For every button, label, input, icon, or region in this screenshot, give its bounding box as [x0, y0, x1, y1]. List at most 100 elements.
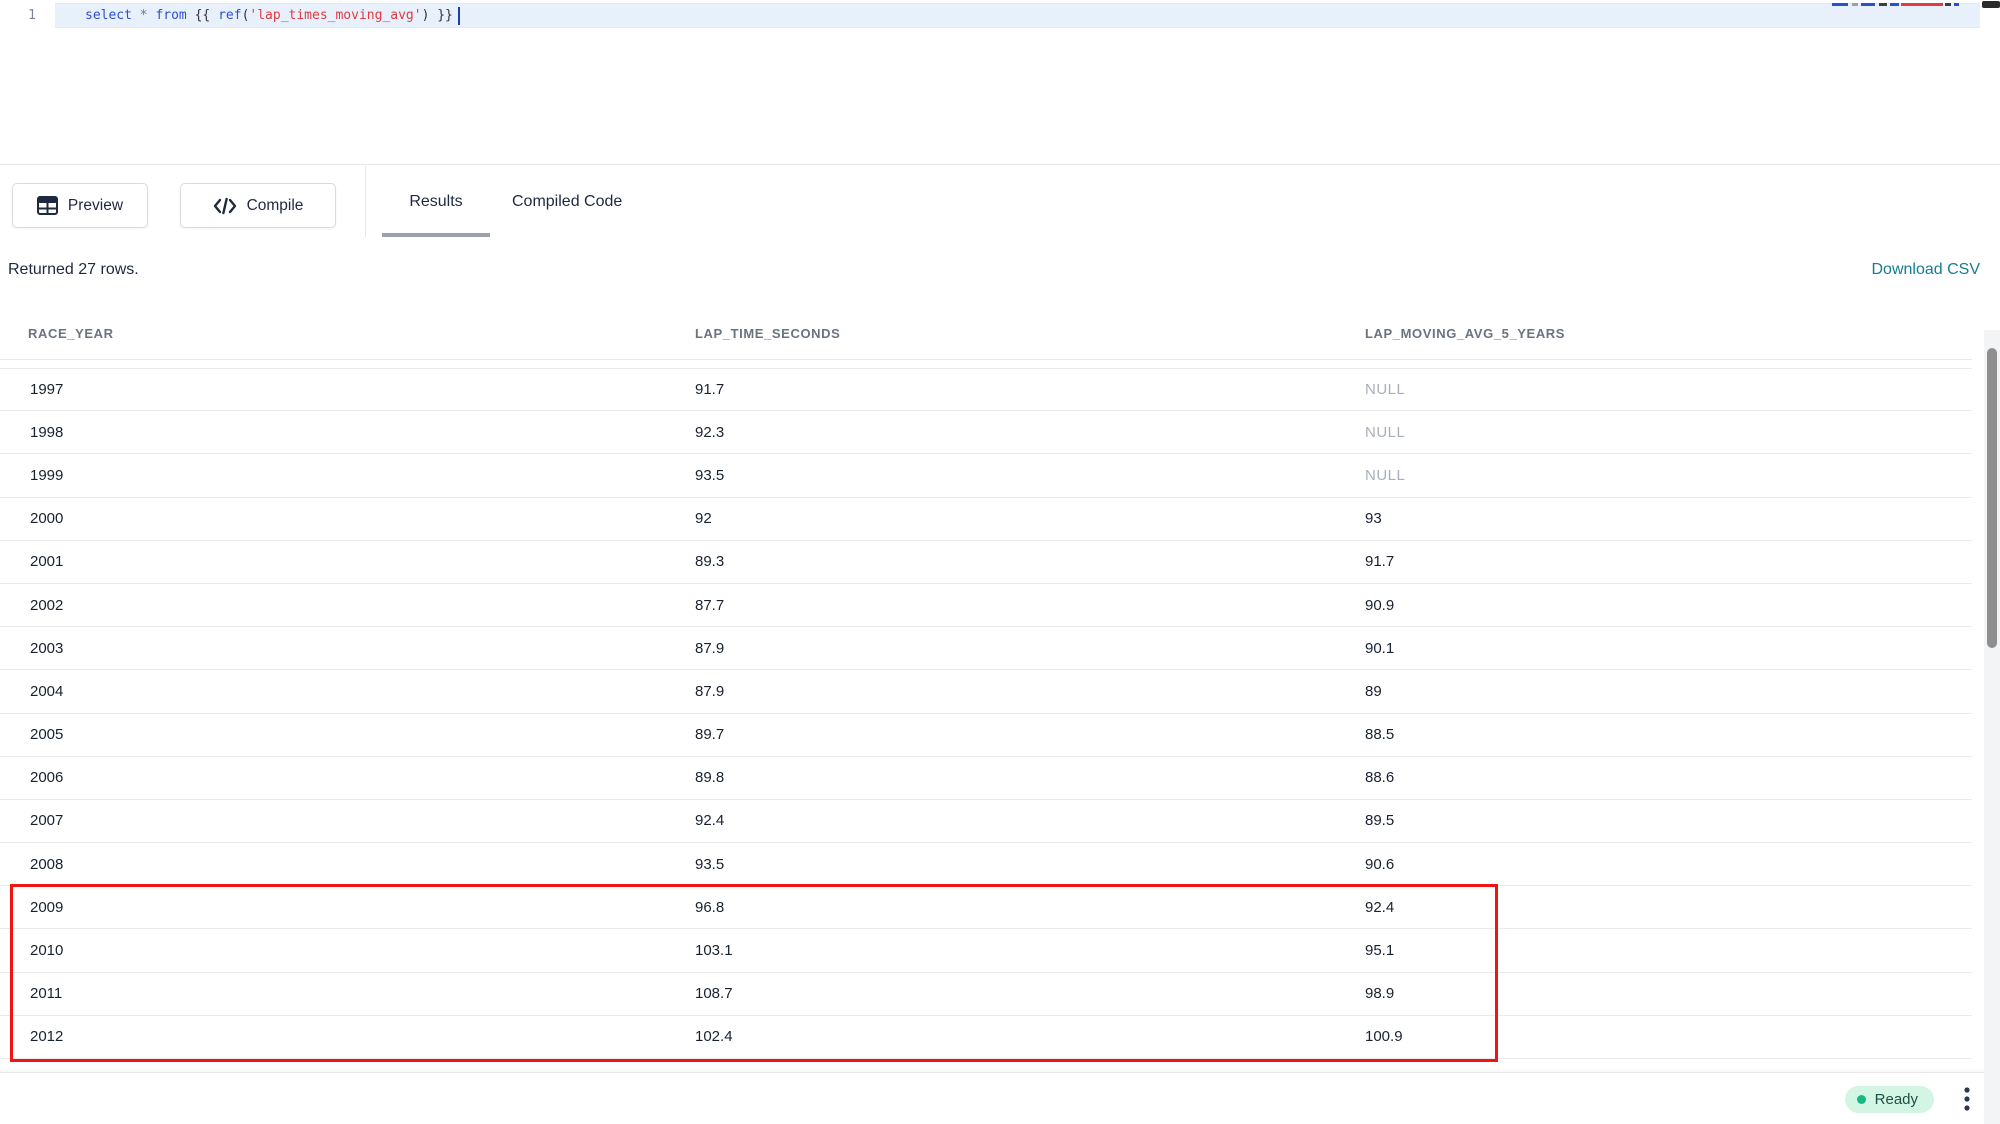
table-cell: 91.7 [1365, 553, 1395, 571]
ready-status-badge: Ready [1844, 1086, 1934, 1113]
column-header-lap-moving-avg-5-years[interactable]: LAP_MOVING_AVG_5_YEARS [1365, 326, 1566, 341]
table-cell: 103.1 [695, 942, 733, 960]
table-cell: 2011 [30, 985, 63, 1003]
column-header-lap-time-seconds[interactable]: LAP_TIME_SECONDS [695, 326, 841, 341]
editor-scrollbar-thumb[interactable] [1982, 1, 2000, 8]
table-cell: 108.7 [695, 985, 733, 1003]
table-cell: 2001 [30, 553, 64, 571]
table-cell: 2003 [30, 639, 64, 657]
table-cell: 100.9 [1365, 1028, 1403, 1046]
table-cell: 2010 [30, 942, 64, 960]
table-cell: 96.8 [695, 898, 725, 916]
table-row[interactable]: 2004 87.9 89 [0, 670, 1972, 714]
editor-line-number: 1 [28, 8, 36, 23]
table-cell: 1999 [30, 466, 64, 484]
table-cell: 93 [1365, 510, 1382, 528]
table-cell: 98.9 [1365, 985, 1395, 1003]
table-row[interactable]: 2000 92 93 [0, 498, 1972, 541]
table-cell: 92.4 [1365, 898, 1395, 916]
table-cell: NULL [1365, 466, 1406, 484]
results-table: RACE_YEAR LAP_TIME_SECONDS LAP_MOVING_AV… [0, 320, 1972, 1072]
table-cell: 91.7 [695, 381, 725, 399]
table-cell: 93.5 [695, 466, 725, 484]
editor-cursor [457, 6, 460, 25]
table-row[interactable]: 2005 89.7 88.5 [0, 714, 1972, 757]
table-cell: 87.9 [695, 639, 725, 657]
table-cell: 95.1 [1365, 942, 1395, 960]
table-row[interactable]: 1998 92.3 NULL [0, 411, 1972, 455]
table-row[interactable]: 1999 93.5 NULL [0, 454, 1972, 498]
table-row[interactable]: 2006 89.8 88.6 [0, 757, 1972, 800]
table-cell: 2009 [30, 898, 64, 916]
code-icon [213, 197, 236, 214]
tab-results-label: Results [409, 192, 463, 210]
table-cell: 88.5 [1365, 726, 1395, 744]
compile-button-label: Compile [246, 196, 304, 214]
column-header-race-year[interactable]: RACE_YEAR [28, 326, 114, 341]
table-row[interactable]: 2010 103.1 95.1 [0, 929, 1972, 973]
toolbar-divider [365, 166, 366, 237]
table-cell: 89 [1365, 682, 1382, 700]
row-count-status: Returned 27 rows. [8, 261, 139, 278]
tab-compiled-code[interactable]: Compiled Code [512, 166, 622, 237]
results-scrollbar-thumb[interactable] [1987, 348, 1997, 648]
status-bar: Ready [0, 1072, 2000, 1124]
preview-button[interactable]: Preview [12, 183, 148, 228]
editor-active-line-highlight [55, 3, 1980, 28]
preview-button-label: Preview [67, 196, 124, 214]
table-cell: 88.6 [1365, 769, 1395, 787]
table-cell: 2004 [30, 682, 64, 700]
results-scrollbar-track[interactable] [1984, 330, 2000, 1124]
kebab-menu-icon[interactable] [1956, 1085, 1978, 1113]
toolbar: Preview Compile Results Compiled Code [0, 166, 2000, 237]
table-row[interactable]: 2007 92.4 89.5 [0, 800, 1972, 844]
ready-status-label: Ready [1874, 1091, 1918, 1108]
table-cell: 2000 [30, 510, 64, 528]
tab-results[interactable]: Results [382, 166, 490, 237]
table-cell: 2012 [30, 1028, 64, 1046]
table-cell: 102.4 [695, 1028, 733, 1046]
table-cell: 93.5 [695, 855, 725, 873]
sql-editor[interactable]: 1 select * from {{ ref('lap_times_moving… [0, 0, 2000, 165]
table-row[interactable]: 2002 87.7 90.9 [0, 584, 1972, 628]
results-header: Returned 27 rows. Download CSV [0, 237, 2000, 320]
table-cell: 90.1 [1365, 639, 1395, 657]
table-row[interactable]: 2003 87.9 90.1 [0, 627, 1972, 671]
download-csv-link[interactable]: Download CSV [1871, 261, 1981, 278]
table-cell: NULL [1365, 423, 1406, 441]
table-cell: 92.3 [695, 423, 725, 441]
table-row[interactable]: 2009 96.8 92.4 [0, 886, 1972, 930]
table-cell: 87.7 [695, 596, 725, 614]
table-row[interactable]: 1997 91.7 NULL [0, 368, 1972, 412]
sql-code-text: select * from {{ ref('lap_times_moving_a… [85, 8, 453, 23]
table-row[interactable]: 2011 108.7 98.9 [0, 973, 1972, 1016]
table-cell: NULL [1365, 381, 1406, 399]
table-cell: 2005 [30, 726, 64, 744]
table-row[interactable]: 2012 102.4 100.9 [0, 1016, 1972, 1059]
table-cell: 89.3 [695, 553, 725, 571]
table-cell: 90.9 [1365, 596, 1395, 614]
table-cell: 1998 [30, 423, 64, 441]
table-cell: 1997 [30, 381, 64, 399]
table-cell: 92 [695, 510, 712, 528]
table-row[interactable]: 2008 93.5 90.6 [0, 843, 1972, 887]
tab-compiled-code-label: Compiled Code [512, 192, 623, 210]
table-cell: 2006 [30, 769, 64, 787]
table-cell: 2002 [30, 596, 64, 614]
editor-code-line[interactable]: select * from {{ ref('lap_times_moving_a… [85, 3, 460, 28]
compile-button[interactable]: Compile [180, 183, 336, 228]
table-body: 1997 91.7 NULL 1998 92.3 NULL 1999 93.5 NULL 2000… [0, 368, 1972, 1059]
table-icon [36, 196, 58, 215]
table-cell: 89.8 [695, 769, 725, 787]
table-cell: 90.6 [1365, 855, 1395, 873]
table-cell: 89.5 [1365, 812, 1395, 830]
table-header-row: RACE_YEAR LAP_TIME_SECONDS LAP_MOVING_AV… [0, 320, 1972, 360]
table-row[interactable]: 2001 89.3 91.7 [0, 541, 1972, 584]
editor-minimap [1832, 3, 1978, 7]
table-cell: 92.4 [695, 812, 725, 830]
table-cell: 87.9 [695, 682, 725, 700]
table-cell: 2007 [30, 812, 64, 830]
table-cell: 89.7 [695, 726, 725, 744]
table-cell: 2008 [30, 855, 64, 873]
